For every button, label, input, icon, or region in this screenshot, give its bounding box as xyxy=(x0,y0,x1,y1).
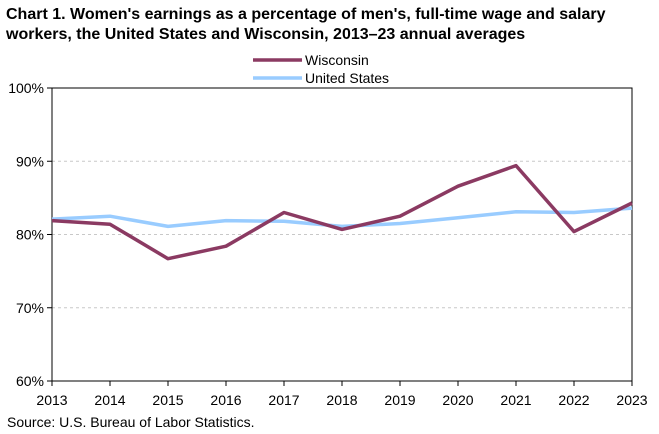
y-tick-label: 90% xyxy=(16,153,44,169)
x-tick-label: 2014 xyxy=(94,392,125,408)
series-lines xyxy=(51,163,633,261)
x-tick-label: 2016 xyxy=(210,392,241,408)
legend: Wisconsin United States xyxy=(253,52,389,86)
y-axis: 60% 70% 80% 90% 100% xyxy=(8,80,52,389)
x-tick-label: 2023 xyxy=(616,392,647,408)
legend-label-united-states: United States xyxy=(305,70,389,86)
gridlines xyxy=(52,160,632,309)
x-tick-label: 2022 xyxy=(558,392,589,408)
legend-label-wisconsin: Wisconsin xyxy=(305,52,369,68)
x-tick-label: 2018 xyxy=(326,392,357,408)
series-line-wisconsin xyxy=(51,163,633,261)
x-tick-label: 2020 xyxy=(442,392,473,408)
y-tick-label: 100% xyxy=(8,80,44,96)
x-tick-label: 2017 xyxy=(268,392,299,408)
chart-title: Chart 1. Women's earnings as a percentag… xyxy=(6,6,606,43)
x-tick-label: 2019 xyxy=(384,392,415,408)
source-note: Source: U.S. Bureau of Labor Statistics. xyxy=(7,414,255,430)
series-line-united-states xyxy=(51,206,633,229)
x-tick-label: 2015 xyxy=(152,392,183,408)
y-tick-label: 70% xyxy=(16,300,44,316)
x-tick-label: 2013 xyxy=(36,392,67,408)
x-tick-label: 2021 xyxy=(500,392,531,408)
y-tick-label: 60% xyxy=(16,373,44,389)
x-axis: 2013 2014 2015 2016 2017 2018 2019 2020 2021 2022… xyxy=(36,381,648,408)
y-tick-label: 80% xyxy=(16,227,44,243)
